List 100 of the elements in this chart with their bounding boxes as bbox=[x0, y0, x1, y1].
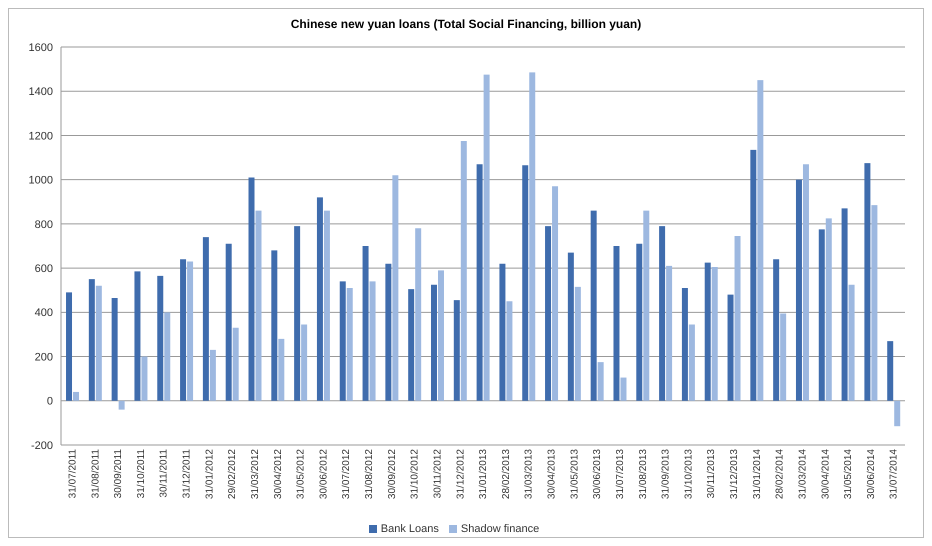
legend-label: Shadow finance bbox=[460, 523, 540, 535]
bar bbox=[574, 286, 581, 401]
bar bbox=[545, 226, 552, 401]
bar bbox=[734, 236, 741, 401]
x-tick-label: 30/11/2013 bbox=[706, 448, 718, 498]
bar bbox=[226, 244, 232, 401]
bar bbox=[757, 80, 764, 401]
bar bbox=[210, 350, 216, 401]
bar bbox=[278, 338, 284, 401]
bar bbox=[316, 197, 323, 401]
y-tick-label: 1400 bbox=[28, 86, 53, 98]
bar bbox=[887, 341, 894, 401]
x-tick-label: 31/05/2013 bbox=[569, 448, 580, 500]
x-tick-label: 31/10/2013 bbox=[683, 448, 694, 500]
x-tick-label: 31/12/2013 bbox=[729, 448, 740, 500]
bar bbox=[180, 259, 186, 401]
bar bbox=[294, 226, 300, 401]
bar bbox=[118, 400, 125, 410]
bar bbox=[818, 229, 825, 401]
bar bbox=[430, 284, 437, 401]
x-tick-label: 28/02/2013 bbox=[500, 448, 512, 500]
x-tick-label: 31/12/2012 bbox=[455, 448, 466, 500]
bar bbox=[248, 177, 255, 401]
bar bbox=[88, 279, 95, 401]
bar bbox=[164, 312, 170, 401]
bar bbox=[728, 294, 734, 401]
bar bbox=[187, 261, 194, 401]
x-tick-label: 30/11/2012 bbox=[432, 448, 444, 498]
bar bbox=[529, 72, 536, 401]
x-tick-label: 31/05/2014 bbox=[843, 448, 854, 500]
bar bbox=[96, 286, 102, 401]
y-tick-label: 1600 bbox=[28, 42, 53, 54]
x-tick-label: 31/08/2013 bbox=[638, 448, 649, 500]
bar bbox=[73, 392, 80, 401]
y-tick-label: 1000 bbox=[28, 174, 53, 187]
bar bbox=[842, 208, 848, 401]
bar bbox=[438, 270, 444, 401]
bar bbox=[392, 175, 398, 401]
bar bbox=[112, 298, 118, 401]
bar bbox=[620, 378, 626, 401]
x-tick-label: 30/04/2014 bbox=[820, 448, 832, 500]
bar bbox=[643, 210, 650, 401]
bar bbox=[871, 205, 878, 401]
bar bbox=[340, 281, 346, 401]
bar bbox=[484, 74, 490, 401]
bar bbox=[232, 328, 239, 401]
y-tick-label: 800 bbox=[34, 218, 53, 231]
x-tick-label: 31/03/2012 bbox=[250, 448, 261, 500]
x-tick-label: 30/06/2012 bbox=[318, 448, 330, 500]
bar bbox=[894, 400, 900, 426]
bar bbox=[157, 276, 164, 401]
x-tick-label: 30/09/2011 bbox=[113, 448, 124, 498]
bar bbox=[408, 289, 414, 401]
x-tick-label: 28/02/2014 bbox=[774, 448, 786, 500]
x-tick-label: 30/06/2014 bbox=[866, 448, 877, 500]
y-tick-label: 400 bbox=[34, 307, 53, 320]
bar bbox=[301, 324, 308, 401]
bar bbox=[688, 324, 695, 401]
bar bbox=[848, 284, 855, 401]
bar bbox=[666, 266, 672, 401]
legend-label: Bank Loans bbox=[380, 523, 439, 535]
y-tick-label: 1200 bbox=[28, 130, 53, 142]
x-tick-label: 31/07/2014 bbox=[888, 448, 900, 500]
x-tick-label: 31/01/2014 bbox=[752, 448, 763, 500]
bar bbox=[659, 226, 666, 401]
x-tick-label: 31/09/2013 bbox=[660, 448, 672, 500]
bar bbox=[712, 267, 718, 401]
bar bbox=[476, 164, 483, 401]
bar bbox=[590, 210, 597, 401]
bar bbox=[66, 292, 72, 401]
bar bbox=[454, 300, 460, 401]
bar bbox=[271, 250, 278, 401]
x-tick-label: 30/09/2012 bbox=[386, 448, 398, 500]
bar bbox=[682, 288, 688, 401]
bar bbox=[802, 164, 809, 401]
bar bbox=[324, 210, 330, 401]
bar bbox=[385, 264, 392, 401]
x-tick-label: 31/07/2013 bbox=[614, 448, 626, 500]
x-tick-label: 31/07/2011 bbox=[68, 448, 79, 498]
y-tick-label: 200 bbox=[34, 351, 53, 364]
bar bbox=[864, 163, 870, 401]
bar bbox=[704, 262, 711, 401]
x-tick-label: 31/03/2014 bbox=[797, 448, 808, 500]
bar bbox=[202, 237, 209, 401]
bar bbox=[826, 218, 832, 401]
chart-title: Chinese new yuan loans (Total Social Financing, billion yuan) bbox=[290, 16, 642, 33]
x-tick-label: 31/08/2012 bbox=[364, 448, 376, 500]
x-tick-label: 30/11/2011 bbox=[158, 448, 170, 498]
y-tick-label: -200 bbox=[30, 440, 53, 452]
bar bbox=[506, 301, 512, 401]
x-tick-label: 31/10/2012 bbox=[410, 448, 421, 500]
x-tick-label: 31/01/2012 bbox=[204, 448, 216, 500]
x-tick-label: 30/04/2012 bbox=[272, 448, 284, 500]
x-tick-label: 31/12/2011 bbox=[182, 448, 193, 498]
bar bbox=[568, 252, 574, 401]
x-tick-label: 31/05/2012 bbox=[296, 448, 307, 500]
x-tick-label: 30/06/2013 bbox=[592, 448, 604, 500]
bar bbox=[636, 244, 642, 401]
bar bbox=[141, 356, 148, 401]
bar bbox=[613, 246, 620, 401]
